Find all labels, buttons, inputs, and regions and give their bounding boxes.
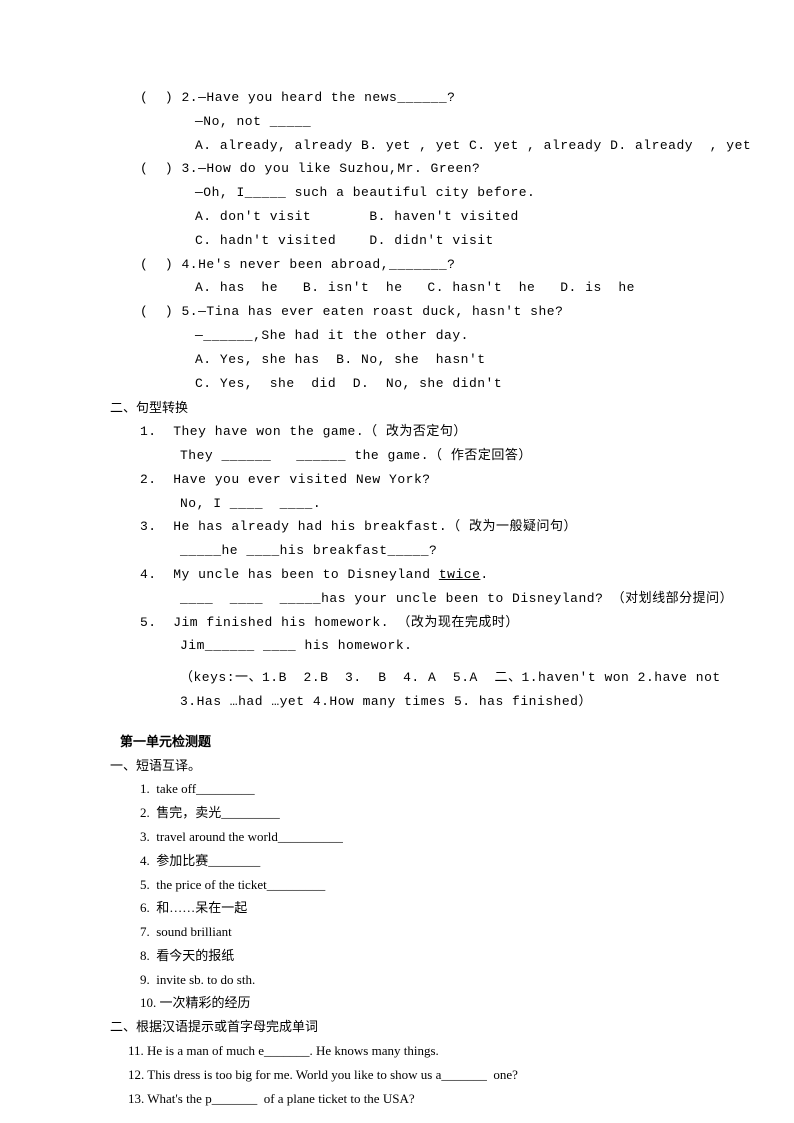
q3-optsB: C. hadn't visited D. didn't visit xyxy=(110,231,684,252)
part2-title: 二、根据汉语提示或首字母完成单词 xyxy=(110,1017,684,1038)
list-item: 12. This dress is too big for me. World … xyxy=(110,1065,684,1086)
s2-1a: 1. They have won the game.（ 改为否定句） xyxy=(110,422,684,443)
list-item: 8. 看今天的报纸 xyxy=(110,946,684,967)
list-item: 1. take off_________ xyxy=(110,779,684,800)
q5-stem: ( ) 5.—Tina has ever eaten roast duck, h… xyxy=(110,302,684,323)
s2-1b: They ______ ______ the game.（ 作否定回答） xyxy=(110,446,684,467)
q4-opts: A. has he B. isn't he C. hasn't he D. is… xyxy=(110,278,684,299)
list-item: 7. sound brilliant xyxy=(110,922,684,943)
s2-4a: 4. My uncle has been to Disneyland twice… xyxy=(110,565,684,586)
list-item: 4. 参加比赛________ xyxy=(110,851,684,872)
s2-5b: Jim______ ____ his homework. xyxy=(110,636,684,657)
q2-opts: A. already, already B. yet , yet C. yet … xyxy=(110,136,684,157)
part1-list: 1. take off_________ 2. 售完，卖光_________ 3… xyxy=(110,779,684,1014)
list-item: 3. travel around the world__________ xyxy=(110,827,684,848)
list-item: 13. What's the p_______ of a plane ticke… xyxy=(110,1089,684,1110)
s2-5a: 5. Jim finished his homework. （改为现在完成时） xyxy=(110,613,684,634)
s2-2a: 2. Have you ever visited New York? xyxy=(110,470,684,491)
list-item: 11. He is a man of much e_______. He kno… xyxy=(110,1041,684,1062)
q3-stem: ( ) 3.—How do you like Suzhou,Mr. Green? xyxy=(110,159,684,180)
q2-stem: ( ) 2.—Have you heard the news______? xyxy=(110,88,684,109)
underline-twice: twice xyxy=(439,567,481,582)
section2-title: 二、句型转换 xyxy=(110,398,684,419)
list-item: 10. 一次精彩的经历 xyxy=(110,993,684,1014)
q3-optsA: A. don't visit B. haven't visited xyxy=(110,207,684,228)
part1-title: 一、短语互译。 xyxy=(110,756,684,777)
list-item: 5. the price of the ticket_________ xyxy=(110,875,684,896)
s2-4b: ____ ____ _____has your uncle been to Di… xyxy=(110,589,684,610)
q3-line2: —Oh, I_____ such a beautiful city before… xyxy=(110,183,684,204)
q5-optsB: C. Yes, she did D. No, she didn't xyxy=(110,374,684,395)
q4-stem: ( ) 4.He's never been abroad,_______? xyxy=(110,255,684,276)
keys-line2: 3.Has …had …yet 4.How many times 5. has … xyxy=(110,692,684,713)
s2-2b: No, I ____ ____. xyxy=(110,494,684,515)
s2-3b: _____he ____his breakfast_____? xyxy=(110,541,684,562)
list-item: 9. invite sb. to do sth. xyxy=(110,970,684,991)
q2-line2: —No, not _____ xyxy=(110,112,684,133)
keys-line1: （keys:一、1.B 2.B 3. B 4. A 5.A 二、1.haven'… xyxy=(110,668,684,689)
s2-3a: 3. He has already had his breakfast.（ 改为… xyxy=(110,517,684,538)
unit-title: 第一单元检测题 xyxy=(110,732,684,753)
q5-optsA: A. Yes, she has B. No, she hasn't xyxy=(110,350,684,371)
list-item: 6. 和……呆在一起 xyxy=(110,898,684,919)
part2-list: 11. He is a man of much e_______. He kno… xyxy=(110,1041,684,1109)
list-item: 2. 售完，卖光_________ xyxy=(110,803,684,824)
q5-line2: —______,She had it the other day. xyxy=(110,326,684,347)
